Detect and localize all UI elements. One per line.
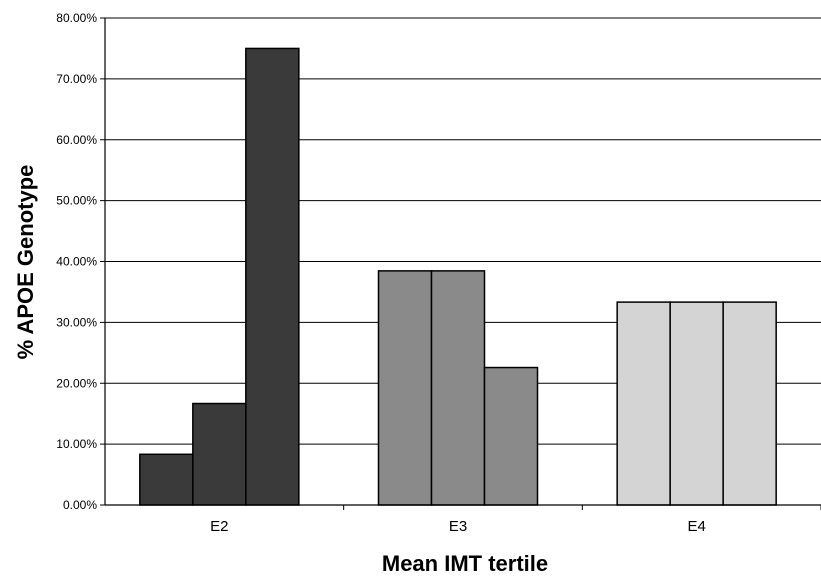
bar-e2-2	[192, 402, 247, 506]
axes	[104, 18, 821, 510]
bar-e2-3	[245, 47, 300, 506]
bars	[139, 47, 777, 506]
y-tick-label: 10.00%	[56, 437, 97, 451]
bar-e3-1	[377, 270, 433, 506]
bar-e4-1	[616, 301, 671, 506]
y-tick-labels: 0.00% 10.00% 20.00% 30.00% 40.00% 50.00% 60.00…	[56, 11, 97, 512]
x-category-label: E3	[449, 518, 467, 535]
y-axis-title: % APOE Genotype	[13, 165, 38, 360]
y-tick-label: 80.00%	[56, 11, 97, 25]
y-tick-label: 50.00%	[56, 194, 97, 208]
bar-e2-1	[139, 453, 194, 506]
bar-e4-3	[722, 301, 777, 506]
x-axis-title: Mean IMT tertile	[382, 551, 548, 576]
x-category-label: E4	[687, 518, 705, 535]
y-tick-label: 70.00%	[56, 72, 97, 86]
bar-e3-3	[483, 366, 539, 506]
bar-e4-2	[669, 301, 724, 506]
y-tick-label: 40.00%	[56, 255, 97, 269]
y-tick-label: 30.00%	[56, 315, 97, 329]
y-tick-label: 20.00%	[56, 376, 97, 390]
x-category-labels: E2 E3 E4	[210, 518, 706, 535]
x-category-label: E2	[210, 518, 228, 535]
y-tick-label: 0.00%	[63, 498, 97, 512]
y-tick-label: 60.00%	[56, 133, 97, 147]
bar-e3-2	[430, 270, 486, 506]
